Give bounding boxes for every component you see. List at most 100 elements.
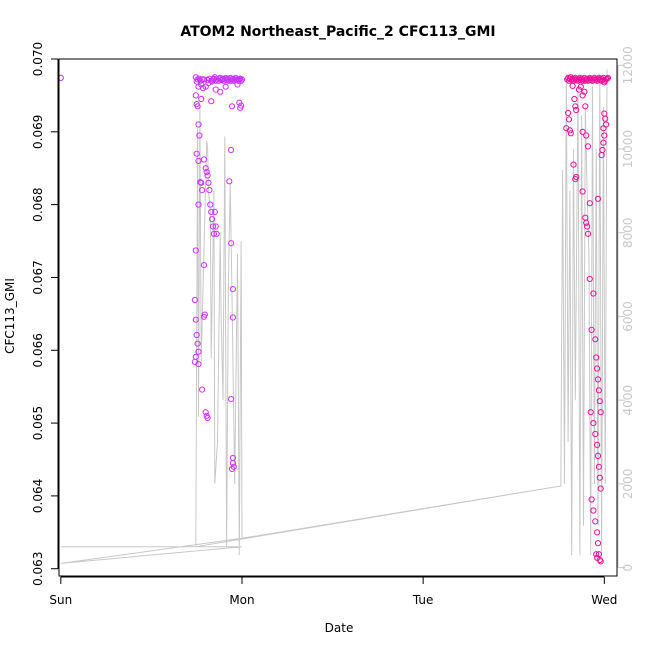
data-point — [208, 208, 215, 215]
data-point — [603, 75, 611, 82]
data-point — [583, 132, 590, 139]
data-point — [572, 103, 579, 110]
data-point — [584, 143, 592, 150]
data-point — [196, 132, 203, 139]
data-point — [573, 173, 580, 181]
data-point — [194, 103, 201, 110]
data-point — [594, 441, 601, 448]
data-point — [597, 558, 604, 565]
data-point — [602, 115, 609, 122]
data-point — [573, 106, 580, 114]
data-point — [191, 296, 198, 304]
data-point — [590, 290, 597, 297]
data-point — [595, 463, 603, 470]
data-point — [212, 223, 219, 230]
data-point — [588, 326, 595, 333]
data-point — [597, 409, 604, 416]
data-point — [579, 92, 586, 99]
data-point — [198, 95, 205, 103]
data-point — [592, 430, 599, 438]
data-point — [597, 485, 604, 492]
data-point — [581, 88, 588, 95]
data-point — [202, 165, 209, 172]
data-point — [200, 262, 207, 269]
data-point — [595, 387, 603, 394]
data-point — [592, 336, 599, 343]
data-point — [598, 152, 605, 159]
y-tick-label: 0.069 — [31, 115, 45, 149]
data-point — [228, 240, 235, 247]
data-point — [567, 130, 574, 137]
data-point — [592, 518, 599, 525]
data-point — [228, 103, 236, 110]
data-point — [229, 454, 236, 462]
y-tick-label: 0.065 — [31, 406, 45, 440]
y2-tick-label: 6000 — [621, 301, 635, 332]
data-point — [200, 156, 207, 163]
data-point — [594, 540, 602, 547]
data-point — [194, 340, 201, 347]
y-tick-label: 0.070 — [31, 42, 45, 76]
data-point — [582, 103, 589, 110]
data-point — [207, 201, 214, 208]
data-points-layer — [57, 74, 612, 565]
data-point — [203, 168, 210, 175]
data-point — [204, 414, 211, 422]
data-point — [195, 361, 202, 368]
data-point — [594, 376, 602, 383]
data-point — [603, 76, 610, 83]
data-point — [563, 125, 570, 132]
data-point — [234, 81, 241, 88]
data-point — [594, 554, 601, 561]
data-point — [209, 223, 217, 230]
y-tick-label: 0.068 — [31, 187, 45, 221]
data-point — [600, 139, 607, 146]
data-point — [588, 496, 595, 503]
data-point — [595, 551, 603, 558]
data-point — [209, 216, 216, 223]
y-tick-label: 0.064 — [31, 479, 45, 513]
data-point — [228, 465, 236, 473]
x-tick-label: Sun — [49, 593, 72, 607]
data-point — [604, 74, 612, 82]
axes-layer: Sun Mon Tue Wed 0.063 0.064 0.065 0.066 0.067 0.0… — [31, 42, 635, 607]
data-point — [583, 219, 590, 226]
data-point — [565, 116, 573, 123]
data-point — [193, 331, 200, 339]
data-point — [587, 409, 594, 416]
data-point — [569, 82, 576, 90]
data-point — [577, 83, 584, 90]
data-point — [600, 125, 607, 132]
y2-tick-label: 0 — [621, 564, 635, 572]
data-point — [238, 77, 245, 84]
altitude-series-line — [60, 69, 608, 564]
data-point — [586, 200, 593, 207]
y-axis-label: CFC113_GMI — [3, 278, 17, 354]
x-axis-label: Date — [325, 621, 354, 635]
data-point — [200, 313, 207, 320]
data-point — [202, 409, 209, 416]
data-point — [601, 132, 608, 139]
y2-tick-label: 12000 — [621, 46, 635, 84]
data-point — [584, 230, 592, 237]
plot-frame — [58, 58, 618, 577]
data-point — [192, 92, 199, 99]
chart-title: ATOM2 Northeast_Pacific_2 CFC113_GMI — [180, 24, 495, 40]
data-point — [199, 187, 206, 194]
data-point — [229, 286, 236, 293]
data-point — [193, 150, 200, 157]
data-point — [197, 179, 204, 186]
data-point — [206, 187, 213, 194]
data-point — [228, 146, 235, 154]
data-point — [594, 195, 602, 202]
data-point — [594, 529, 601, 536]
data-point — [594, 365, 601, 372]
data-point — [228, 396, 235, 403]
y-tick-label: 0.067 — [31, 260, 45, 294]
data-point — [205, 179, 212, 186]
data-point — [195, 157, 202, 164]
data-point — [197, 77, 204, 84]
data-point — [192, 316, 199, 323]
